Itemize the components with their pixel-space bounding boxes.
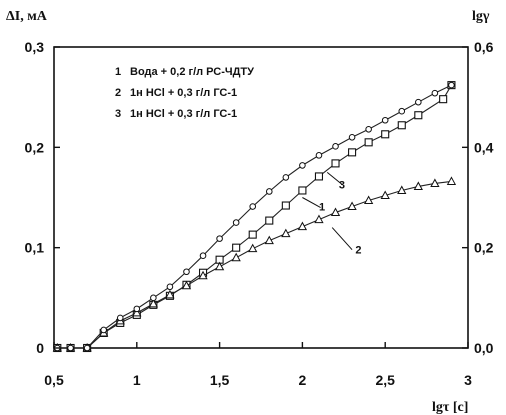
legend-3-number: 3: [115, 108, 121, 120]
y-left-tick-label: 0,1: [25, 240, 45, 256]
series-3-point: [150, 294, 157, 302]
series-3-point: [100, 326, 107, 334]
series-1-point: [248, 230, 257, 239]
series-1-point: [414, 111, 423, 120]
legend-1-text: Вода + 0,2 г/л РС-ЧДТУ: [130, 66, 254, 78]
y-left-tick-label: 0: [36, 340, 44, 356]
series-2-point: [330, 207, 341, 217]
series-3-point: [67, 344, 74, 352]
series-3-point: [282, 174, 290, 181]
series-1-point: [364, 138, 373, 147]
series-2-point: [231, 252, 241, 262]
x-tick-label: 0,5: [44, 372, 64, 388]
series-3-point: [232, 219, 240, 226]
series-2-point: [181, 280, 192, 290]
series-3-point: [265, 188, 273, 195]
plot-frame: [53, 46, 469, 349]
series-3-point: [415, 98, 422, 106]
curve-3-label: 3: [339, 179, 345, 191]
series-2-point: [281, 228, 291, 238]
legend-2-text: 1н HCl + 0,3 г/л ГС-1: [130, 87, 237, 99]
legend: 1 Вода + 0,2 г/л РС-ЧДТУ 2 1н HCl + 0,3 …: [115, 66, 254, 120]
series-1-point: [314, 172, 324, 181]
series-2-point: [413, 181, 423, 190]
series-3-point: [348, 134, 356, 141]
curve-2-leader: [331, 227, 353, 251]
x-axis-title: lgτ [c]: [432, 400, 468, 415]
series-2-point: [165, 289, 175, 299]
series-3-point: [365, 125, 372, 133]
curve-1-label: 1: [319, 202, 325, 214]
series-2-point: [314, 214, 324, 224]
series-3-point: [299, 162, 306, 169]
series-1-point: [265, 216, 274, 225]
series-2-point: [446, 176, 457, 185]
series-2-point: [198, 270, 208, 280]
series-3-point: [249, 203, 257, 210]
series-1-point: [281, 201, 290, 210]
series-2-point: [248, 243, 258, 253]
legend-3-text: 1н HCl + 0,3 г/л ГС-1: [130, 108, 237, 120]
series-2-point: [214, 261, 225, 271]
y-right-tick-label: 0,6: [474, 39, 494, 55]
series-3-point: [332, 143, 339, 150]
series-2-point: [430, 178, 440, 187]
series-3-point: [381, 116, 389, 124]
legend-1-number: 1: [115, 66, 121, 78]
y-right-axis-title: lgγ: [472, 9, 490, 24]
series-2-point: [297, 221, 308, 231]
curve-3-leader: [326, 172, 343, 185]
series-3-point: [133, 305, 141, 313]
y-left-tick-label: 0,2: [25, 139, 45, 155]
y-left-tick-label: 0,3: [25, 39, 45, 55]
series-1-line: [57, 84, 452, 349]
series-3-point: [315, 152, 323, 159]
series-3-line: [57, 84, 452, 349]
series-3-point: [216, 235, 223, 242]
x-tick-label: 1,5: [210, 372, 230, 388]
y-right-tick-label: 0,0: [474, 340, 494, 356]
series-3-point: [448, 81, 455, 89]
series-1-point: [298, 186, 307, 195]
x-tick-label: 2: [299, 372, 307, 388]
y-right-tick-label: 0,4: [474, 139, 494, 155]
series-2-point: [264, 235, 274, 245]
plot-area: 3 1 2: [52, 46, 469, 353]
series-2-point: [363, 195, 374, 205]
curve-1-leader: [302, 197, 321, 208]
y-left-axis-title: ΔI, мА: [6, 9, 48, 24]
x-tick-label: 2,5: [375, 372, 395, 388]
x-tick-label: 3: [464, 372, 472, 388]
series-1-point: [331, 159, 340, 168]
curve-2-label: 2: [355, 245, 361, 257]
y-right-tick-label: 0,2: [474, 240, 494, 256]
series-1-point: [381, 130, 390, 139]
series-3-point: [83, 344, 91, 352]
series-2-point: [132, 307, 142, 317]
series-1-point: [439, 95, 448, 104]
series-2-point: [380, 190, 390, 199]
series-2-point: [148, 298, 159, 308]
series-3-point: [116, 314, 124, 322]
series-3-point: [431, 89, 439, 97]
x-tick-label: 1: [133, 372, 141, 388]
series-2-point: [347, 201, 357, 211]
series-1-point: [232, 243, 241, 252]
series-3-point: [398, 107, 406, 115]
series-1-point: [397, 121, 406, 130]
series-3-point: [199, 252, 207, 259]
series-3-point: [166, 283, 174, 291]
legend-2-number: 2: [115, 87, 121, 99]
series-1-point: [348, 148, 357, 157]
series-2-point: [397, 185, 407, 194]
series-3-point: [183, 268, 190, 276]
